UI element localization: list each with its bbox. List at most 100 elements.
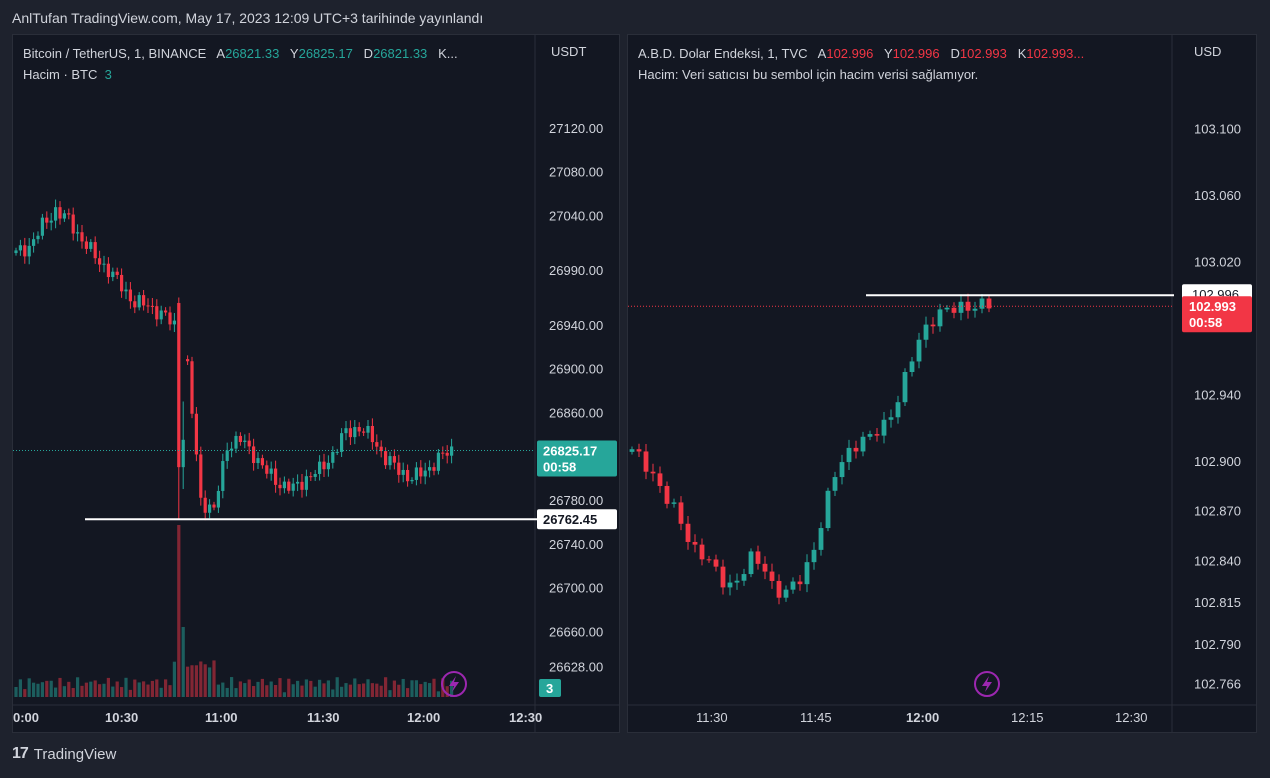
dxy-candle-body: [762, 563, 768, 572]
btc-candle-body: [370, 425, 374, 443]
dxy-x-tick-label: 12:00: [906, 710, 939, 725]
btc-candle-body: [436, 452, 440, 471]
btc-candle-body: [392, 456, 396, 463]
btc-volume-bar: [278, 678, 282, 697]
btc-x-tick-label: 11:30: [307, 710, 340, 725]
dxy-open-label: A: [817, 46, 827, 61]
dxy-candle-body: [783, 589, 789, 598]
btc-candle-body: [269, 468, 273, 474]
dxy-last-price-value: 102.993: [1189, 299, 1236, 314]
btc-volume-value: 3: [104, 67, 112, 82]
btc-volume-bar: [436, 691, 440, 697]
lightning-icon: [449, 676, 459, 692]
btc-volume-bar: [137, 682, 141, 697]
dxy-y-tick-label: 103.100: [1194, 121, 1241, 136]
btc-volume-bar: [120, 687, 124, 697]
dxy-candle-body: [944, 307, 950, 310]
btc-candle-body: [243, 440, 247, 442]
btc-candle-body: [397, 462, 401, 475]
btc-candle-body: [375, 442, 379, 447]
btc-candle-body: [102, 263, 106, 265]
btc-chart-canvas[interactable]: 27120.00 27080.00 27040.00 26990.00 26940.00…: [13, 35, 619, 732]
btc-volume-bar: [234, 688, 238, 697]
btc-candle-body: [93, 242, 97, 259]
btc-candle-body: [331, 451, 335, 463]
btc-candle-body: [142, 295, 146, 306]
btc-y-tick-label: 26700.00: [549, 581, 603, 596]
btc-x-tick-label: 12:00: [407, 710, 440, 725]
btc-candle-body: [340, 433, 344, 452]
btc-candle-body: [120, 274, 124, 292]
btc-volume-bar: [128, 689, 132, 697]
btc-candle-body: [54, 207, 58, 221]
btc-x-tick-label: 10:30: [105, 710, 138, 725]
btc-candle-body: [89, 242, 93, 249]
tradingview-logo-icon: 17: [12, 745, 29, 762]
btc-candle-body: [194, 413, 198, 455]
btc-candle-body: [225, 450, 229, 462]
dxy-candle-body: [741, 574, 747, 581]
dxy-x-tick-label: 12:15: [1011, 710, 1044, 725]
btc-low: 26821.33: [373, 46, 428, 61]
btc-candle-body: [177, 302, 181, 468]
btc-volume-bar: [388, 690, 392, 697]
dxy-candle-body: [713, 559, 719, 567]
btc-symbol: Bitcoin / TetherUS, 1, BINANCE: [23, 46, 207, 61]
btc-candle-body: [260, 458, 264, 466]
btc-candle-body: [62, 213, 66, 219]
btc-volume-bar: [450, 680, 454, 697]
btc-y-tick-label: 26990.00: [549, 263, 603, 278]
btc-candle-body: [106, 263, 110, 278]
dxy-candle-body: [636, 449, 642, 452]
dxy-x-tick-label: 11:30: [696, 710, 728, 725]
btc-candle-body: [230, 448, 234, 451]
btc-candle-body: [353, 427, 357, 438]
dxy-candle-body: [979, 298, 985, 309]
btc-volume-bar: [142, 681, 146, 697]
btc-volume-bar: [36, 683, 40, 697]
btc-y-tick-label: 26900.00: [549, 362, 603, 377]
dxy-candle-body: [734, 580, 740, 583]
btc-candle-body: [362, 431, 366, 433]
btc-candle-body: [181, 439, 185, 468]
dxy-candle-body: [986, 298, 992, 309]
dxy-y-tick-label: 102.900: [1194, 454, 1241, 469]
btc-volume-bar: [331, 689, 335, 697]
dxy-chart-pane[interactable]: A.B.D. Dolar Endeksi, 1, TVC A102.996 Y1…: [627, 34, 1257, 733]
btc-candle-body: [168, 312, 172, 325]
btc-candle-body: [410, 479, 414, 482]
btc-volume-bar: [406, 688, 410, 697]
dxy-chart-canvas[interactable]: 103.100 103.060 103.020 102.940 102.900 102.8…: [628, 35, 1256, 732]
dxy-candle-body: [839, 462, 845, 478]
dxy-candle-body: [720, 566, 726, 588]
btc-candle-body: [335, 451, 339, 453]
btc-candle-body: [146, 305, 150, 307]
btc-candle-body: [159, 310, 163, 320]
btc-hline-badge: [537, 509, 617, 530]
btc-volume-bar: [401, 678, 405, 697]
btc-volume-bar: [221, 682, 225, 697]
btc-candle-body: [128, 289, 132, 302]
btc-volume-bar: [115, 681, 119, 697]
tradingview-logo[interactable]: 17 TradingView: [12, 745, 116, 763]
dxy-high: 102.996: [892, 46, 940, 61]
dxy-candle-body: [902, 372, 908, 403]
dxy-candle-body: [804, 562, 810, 585]
btc-candle-body: [274, 468, 278, 485]
btc-candle-body: [155, 306, 159, 320]
btc-countdown: 00:58: [543, 460, 576, 475]
btc-candle-body: [14, 250, 18, 254]
btc-candle-body: [32, 239, 36, 246]
btc-candle-body: [366, 425, 370, 433]
btc-candle-body: [190, 361, 194, 414]
btc-chart-pane[interactable]: Bitcoin / TetherUS, 1, BINANCE A26821.33…: [12, 34, 620, 733]
btc-candle-body: [124, 289, 128, 292]
dxy-candle-body: [874, 434, 880, 436]
dxy-candle-body: [888, 417, 894, 420]
dxy-candle-body: [650, 471, 656, 474]
dxy-low-label: D: [950, 46, 960, 61]
tradingview-brand: TradingView: [33, 745, 117, 763]
dxy-volume-label: Hacim: Veri satıcısı bu sembol için haci…: [638, 67, 979, 82]
lightning-icon: [982, 676, 992, 692]
dxy-y-tick-label: 102.790: [1194, 637, 1241, 652]
